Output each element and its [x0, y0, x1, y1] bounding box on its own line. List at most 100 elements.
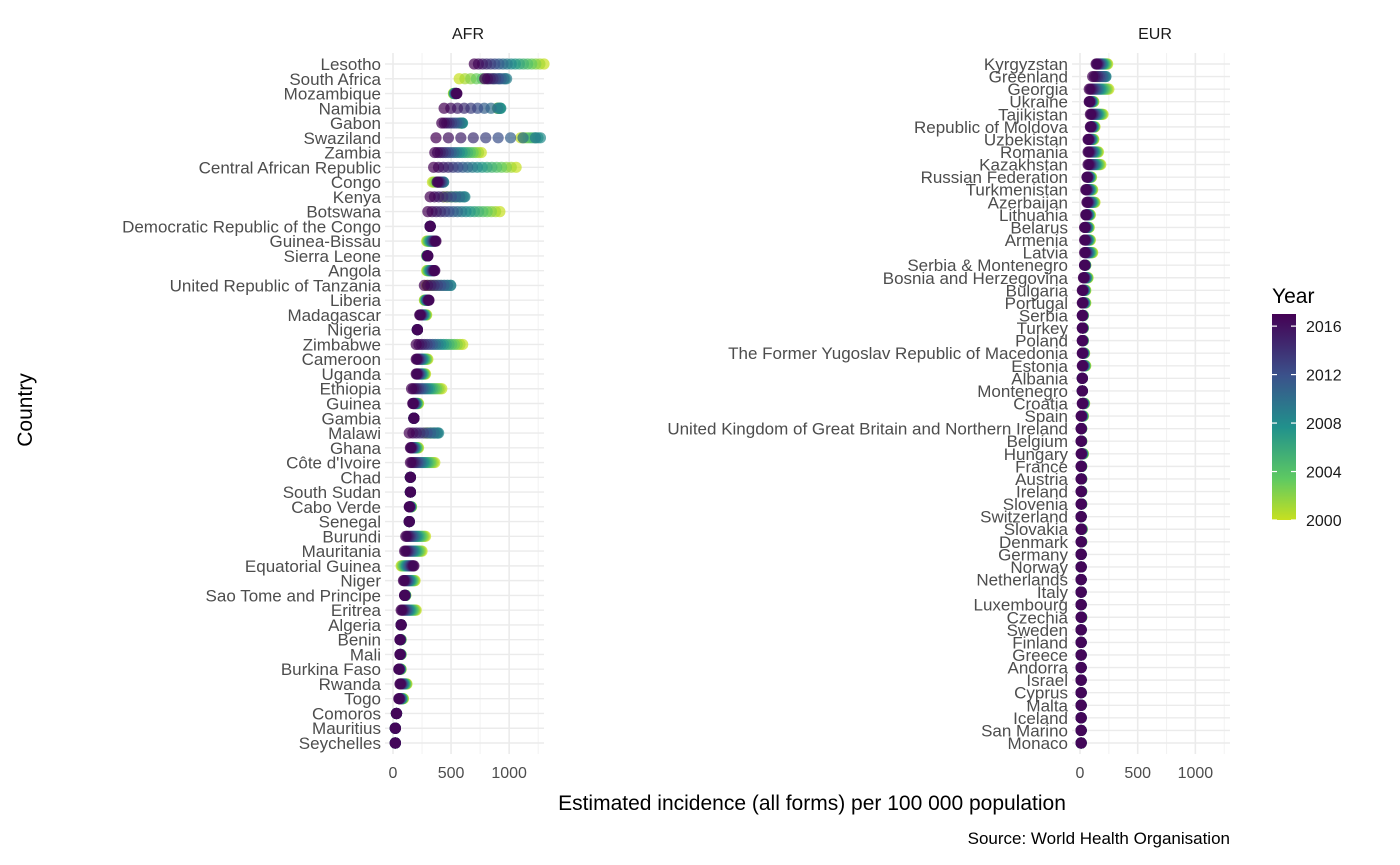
points-zambia: [429, 146, 487, 159]
point-iceland-2017: [1075, 712, 1087, 724]
point-tajikistan-2017: [1084, 108, 1096, 120]
point-denmark-2017: [1075, 536, 1087, 548]
x-tick-label: 1000: [491, 765, 527, 782]
point-madagascar-2017: [414, 309, 426, 321]
point-burkina-faso-2017: [393, 663, 405, 675]
point-zambia-2017: [429, 146, 441, 159]
points-kyrgyzstan: [1090, 58, 1114, 70]
country-label-czechia: Czechia: [1007, 608, 1069, 627]
y-axis-title: Country: [14, 373, 37, 447]
points-turkmenistan: [1080, 184, 1099, 196]
country-label-albania: Albania: [1011, 369, 1068, 388]
points-togo: [393, 693, 410, 705]
country-label-belarus: Belarus: [1010, 218, 1068, 237]
point-turkmenistan-2017: [1080, 184, 1092, 196]
country-label-south-sudan: South Sudan: [283, 483, 381, 502]
point-niger-2017: [397, 575, 410, 587]
points-ethiopia: [405, 383, 448, 395]
point-swaziland-2010: [517, 132, 529, 144]
point-united-kingdom-of-great-britain-and-northern-ireland-2017: [1075, 423, 1087, 435]
country-label-croatia: Croatia: [1013, 395, 1068, 414]
country-label-rwanda: Rwanda: [319, 675, 382, 694]
country-label-guinea-bissau: Guinea-Bissau: [269, 232, 381, 251]
point-uganda-2017: [410, 368, 422, 380]
country-label-montenegro: Montenegro: [977, 382, 1068, 401]
country-label-gambia: Gambia: [321, 409, 381, 428]
point-slovenia-2017: [1075, 498, 1087, 510]
country-label-united-kingdom-of-great-britain-and-northern-ireland: United Kingdom of Great Britain and Nort…: [667, 420, 1068, 439]
point-malta-2017: [1075, 699, 1087, 711]
country-label-turkey: Turkey: [1017, 319, 1069, 338]
points-gambia: [408, 412, 420, 424]
country-label-slovenia: Slovenia: [1003, 495, 1069, 514]
point-cameroon-2017: [410, 353, 422, 365]
points-uzbekistan: [1082, 133, 1100, 146]
country-label-turkmenistan: Turkmenistan: [966, 181, 1068, 200]
point-serbia-montenegro-2017: [1079, 259, 1091, 271]
point-burundi-2017: [400, 530, 412, 542]
country-label-gabon: Gabon: [330, 114, 381, 133]
country-label-netherlands: Netherlands: [976, 571, 1068, 590]
country-label-serbia: Serbia: [1019, 306, 1069, 325]
country-label-kenya: Kenya: [333, 188, 382, 207]
points-zimbabwe: [410, 338, 469, 351]
country-label-congo: Congo: [331, 173, 381, 192]
point-swaziland-2009: [529, 132, 542, 144]
point-lesotho-2017: [468, 58, 480, 70]
country-label-kyrgyzstan: Kyrgyzstan: [984, 55, 1068, 74]
points-eritrea: [395, 604, 422, 616]
point-democratic-republic-of-the-congo-2017: [424, 220, 436, 232]
point-mauritania-2017: [399, 545, 411, 557]
point-benin-2017: [394, 634, 406, 646]
points-georgia: [1083, 83, 1115, 95]
points-guinea-bissau: [421, 235, 442, 247]
eur-facet-panel: EUR 0 500 1000 KyrgyzstanGreenlandGeorgiaUkr…: [667, 26, 1230, 782]
points-algeria: [395, 619, 407, 631]
point-finland-2017: [1075, 636, 1087, 649]
points-botswana: [422, 206, 506, 218]
point-central-african-republic-2017: [428, 161, 440, 173]
country-label-comoros: Comoros: [312, 704, 381, 723]
points-central-african-republic: [428, 161, 522, 173]
points-united-kingdom-of-great-britain-and-northern-ireland: [1075, 423, 1088, 435]
country-label-equatorial-guinea: Equatorial Guinea: [245, 557, 382, 576]
points-kazakhstan: [1082, 158, 1107, 171]
country-label-greenland: Greenland: [989, 68, 1068, 87]
country-label-liberia: Liberia: [330, 291, 382, 310]
point-germany-2017: [1075, 548, 1087, 560]
country-label-belgium: Belgium: [1007, 432, 1068, 451]
points-sweden: [1075, 624, 1087, 636]
point-norway-2017: [1075, 561, 1087, 573]
country-label-france: France: [1015, 457, 1068, 476]
country-label-madagascar: Madagascar: [287, 306, 381, 325]
point-mozambique-2017: [451, 87, 463, 100]
points-germany: [1075, 548, 1087, 560]
country-label-ghana: Ghana: [330, 439, 382, 458]
points-democratic-republic-of-the-congo: [424, 220, 436, 232]
points-switzerland: [1075, 511, 1087, 523]
points-iceland: [1075, 712, 1087, 724]
country-label-democratic-republic-of-the-congo: Democratic Republic of the Congo: [122, 217, 381, 236]
country-label-cyprus: Cyprus: [1014, 684, 1068, 703]
point-switzerland-2017: [1075, 511, 1087, 523]
points-niger: [397, 575, 421, 587]
points-united-republic-of-tanzania: [418, 279, 457, 292]
points-congo: [426, 176, 450, 188]
point-greenland-2017: [1087, 70, 1099, 83]
point-lithuania-2017: [1080, 209, 1092, 221]
point-zimbabwe-2017: [410, 338, 422, 351]
points-france: [1075, 460, 1088, 472]
country-label-south-africa: South Africa: [289, 70, 381, 89]
point-rwanda-2017: [394, 678, 406, 690]
points-south-sudan: [404, 486, 417, 498]
point-ghana-2017: [404, 442, 417, 454]
points-tajikistan: [1084, 108, 1109, 120]
point-malawi-2017: [403, 427, 415, 439]
points-mali: [394, 648, 407, 661]
points-cote-d-ivoire: [404, 456, 441, 469]
country-label-israel: Israel: [1026, 671, 1068, 690]
country-label-botswana: Botswana: [306, 203, 381, 222]
country-label-eritrea: Eritrea: [331, 601, 382, 620]
point-swaziland-2012: [492, 132, 504, 144]
point-bulgaria-2017: [1076, 284, 1088, 296]
